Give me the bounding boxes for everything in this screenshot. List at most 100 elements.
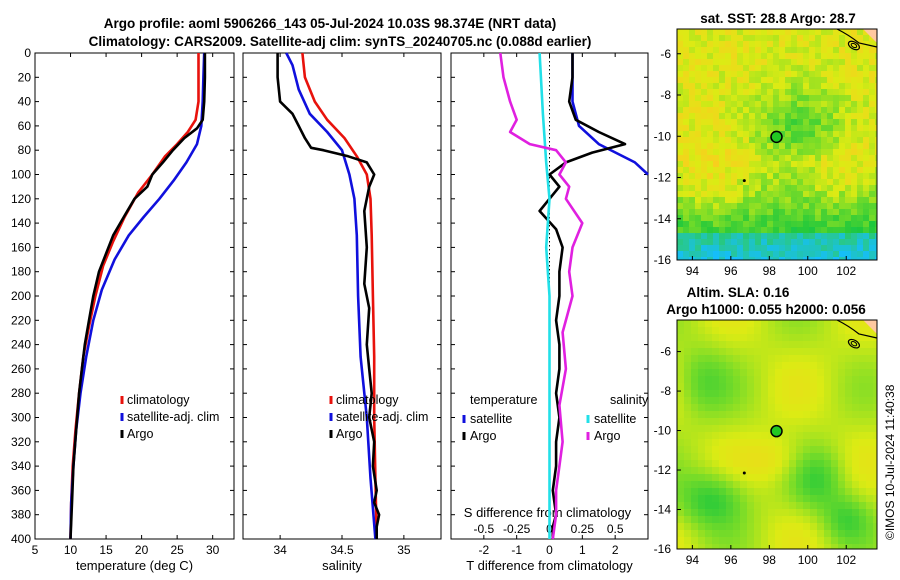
map_sla-coastline xyxy=(836,319,878,339)
map_sst-cell xyxy=(743,257,750,261)
map_sla-cell xyxy=(810,474,818,482)
map_sst-cell xyxy=(719,227,726,234)
map_sla-cell xyxy=(747,334,755,342)
map_sla-cell xyxy=(768,341,776,349)
map_sla-cell xyxy=(684,320,692,328)
map_sla-cell xyxy=(761,383,769,391)
map_sla-cell xyxy=(824,516,832,524)
map_sst-cell xyxy=(725,77,732,84)
temperature-ytick-label: 20 xyxy=(18,70,32,84)
map_sst-cell xyxy=(797,83,804,90)
map_sst-cell xyxy=(767,41,774,48)
map_sla-cell xyxy=(782,481,790,489)
map_sla-cell xyxy=(873,355,878,363)
map_sst-cell xyxy=(695,179,702,186)
map_sst-cell xyxy=(791,179,798,186)
map_sst-cell xyxy=(809,239,816,246)
map_sst-cell xyxy=(863,209,870,216)
map_sst-cell xyxy=(809,155,816,162)
map_sst-cell xyxy=(875,41,878,48)
map_sla-cell xyxy=(852,320,860,328)
map_sst-cell xyxy=(737,257,744,261)
salinity-legend-label: satellite-adj. clim xyxy=(336,410,428,424)
map_sla-cell xyxy=(740,369,748,377)
map_sla-cell xyxy=(817,481,825,489)
map_sst-cell xyxy=(683,149,690,156)
map_sst-cell xyxy=(785,209,792,216)
map_sst-cell xyxy=(689,29,696,36)
map_sla-cell xyxy=(754,397,762,405)
map_sla-cell xyxy=(705,411,713,419)
map_sst-cell xyxy=(677,83,684,90)
map_sla-cell xyxy=(754,341,762,349)
map_sst-cell xyxy=(749,119,756,126)
map_sst-cell xyxy=(827,173,834,180)
map_sla-cell xyxy=(768,474,776,482)
map_sst-cell xyxy=(749,209,756,216)
map_sst-cell xyxy=(857,89,864,96)
map_sst-cell xyxy=(779,221,786,228)
map_sla-cell xyxy=(691,474,699,482)
map_sst-cell xyxy=(755,131,762,138)
map_sst-xtick-label: 98 xyxy=(763,264,777,278)
map_sst-cell xyxy=(815,161,822,168)
map_sla-cell xyxy=(698,432,706,440)
map_sla-cell xyxy=(810,369,818,377)
map_sla-cell xyxy=(740,544,748,550)
map_sla-cell xyxy=(775,523,783,531)
map_sla-cell xyxy=(740,488,748,496)
map_sst-cell xyxy=(785,149,792,156)
map_sla-cell xyxy=(733,481,741,489)
map_sst-cell xyxy=(743,107,750,114)
map_sst-cell xyxy=(683,29,690,36)
map_sst-cell xyxy=(689,245,696,252)
map_sla-cell xyxy=(817,502,825,510)
map_sst-cell xyxy=(677,239,684,246)
map_sst-cell xyxy=(785,251,792,258)
map_sst-cell xyxy=(719,89,726,96)
map_sst-cell xyxy=(689,89,696,96)
map_sst-cell xyxy=(689,143,696,150)
map_sst-cell xyxy=(845,215,852,222)
map_sst-cell xyxy=(743,215,750,222)
map_sst-cell xyxy=(683,185,690,192)
map_sst-cell xyxy=(713,119,720,126)
map_sst-cell xyxy=(809,53,816,60)
map_sla-cell xyxy=(712,530,720,538)
map_sst-cell xyxy=(845,53,852,60)
map_sla-cell xyxy=(712,376,720,384)
map_sla-cell xyxy=(677,502,685,510)
map_sla-cell xyxy=(873,530,878,538)
map_sla-cell xyxy=(747,439,755,447)
difference-s-tick-label: -0.5 xyxy=(473,522,494,536)
map_sst-cell xyxy=(797,257,804,261)
map_sla-cell xyxy=(789,327,797,335)
title-line-2: Climatology: CARS2009. Satellite-adj cli… xyxy=(89,34,592,49)
map_sst-cell xyxy=(707,257,714,261)
map_sla-cell xyxy=(719,390,727,398)
map_sst-cell xyxy=(857,107,864,114)
difference-series-s-argo xyxy=(499,52,584,540)
map_sst-cell xyxy=(761,221,768,228)
map_sst-cell xyxy=(839,227,846,234)
map_sla-cell xyxy=(691,383,699,391)
map_sst-cell xyxy=(791,251,798,258)
map_sst-cell xyxy=(767,131,774,138)
map_sla-cell xyxy=(824,376,832,384)
map_sla-cell xyxy=(775,474,783,482)
map_sst-cell xyxy=(827,41,834,48)
map_sst-cell xyxy=(767,173,774,180)
map_sla-cell xyxy=(873,411,878,419)
map_sst-cell xyxy=(797,179,804,186)
map_sla-cell xyxy=(684,481,692,489)
map_sst-cell xyxy=(821,53,828,60)
map_sst-cell xyxy=(803,95,810,102)
map_sst-cell xyxy=(677,197,684,204)
map_sst-xtick-label: 100 xyxy=(798,264,818,278)
map_sst-cell xyxy=(791,89,798,96)
map_sst-cell xyxy=(773,143,780,150)
temperature-ytick-label: 40 xyxy=(18,95,32,109)
temperature-xtick-label: 5 xyxy=(32,543,39,557)
map_sst-cell xyxy=(815,245,822,252)
map_sst-cell xyxy=(785,59,792,66)
